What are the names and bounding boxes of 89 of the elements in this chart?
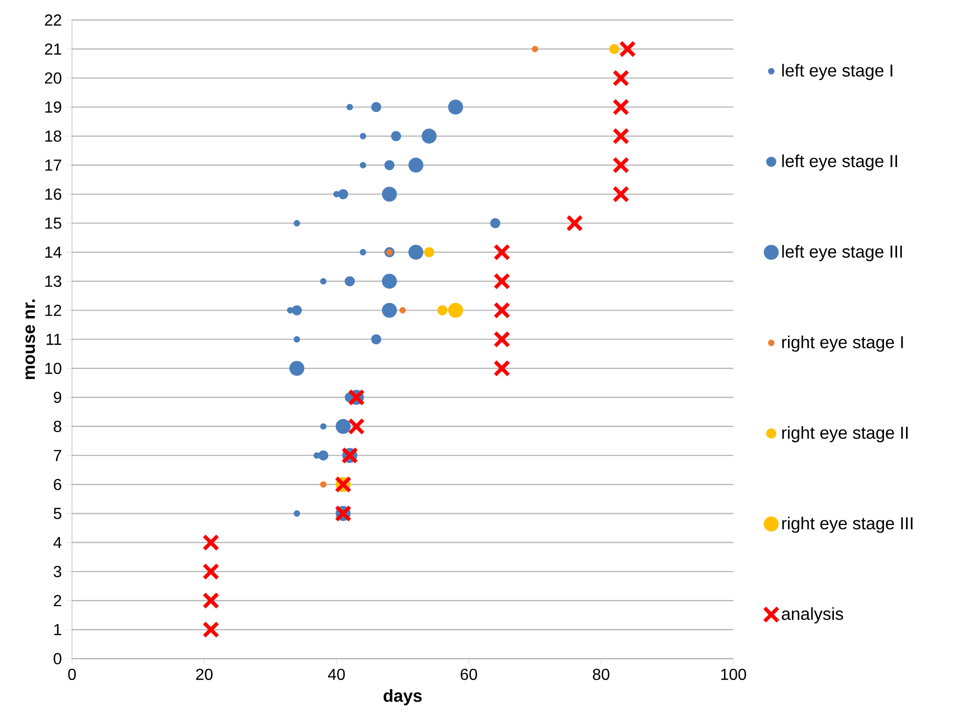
point — [202, 563, 220, 580]
y-tick-label: 10 — [45, 362, 62, 374]
y-tick-label: 22 — [44, 14, 62, 26]
y-tick-label: 21 — [44, 43, 62, 55]
point — [202, 592, 220, 610]
point — [382, 302, 397, 318]
point — [619, 40, 636, 58]
y-tick-label: 2 — [54, 595, 62, 606]
point — [320, 278, 327, 284]
point — [348, 418, 365, 435]
y-tick-label: 13 — [45, 276, 62, 287]
point — [202, 534, 220, 552]
point — [422, 128, 437, 144]
point — [344, 276, 355, 286]
point — [360, 249, 366, 256]
point — [612, 70, 630, 87]
x-axis-title: days — [384, 689, 422, 706]
y-tick-label: 8 — [54, 420, 62, 432]
y-axis-title: mouse nr. — [26, 300, 36, 380]
point — [490, 218, 500, 228]
point — [493, 330, 510, 348]
y-tick-label: 9 — [54, 392, 62, 404]
point — [448, 100, 464, 115]
point — [338, 189, 348, 200]
point — [408, 158, 424, 173]
point — [371, 102, 382, 112]
point — [399, 307, 406, 314]
y-tick-label: 4 — [53, 537, 62, 548]
point — [612, 128, 630, 145]
y-tick-label: 6 — [54, 478, 62, 490]
y-tick-label: 19 — [45, 101, 62, 113]
legend-label: right eye stage I — [782, 336, 903, 352]
y-tick-label: 0 — [54, 652, 62, 664]
point — [493, 244, 510, 261]
point — [493, 302, 510, 319]
y-tick-label: 14 — [45, 246, 62, 258]
x-tick-label: 100 — [721, 668, 746, 680]
point — [292, 305, 302, 316]
point — [360, 162, 366, 168]
point — [294, 220, 300, 226]
y-tick-label: 7 — [54, 450, 62, 461]
point — [320, 481, 327, 488]
point — [294, 510, 300, 517]
point — [424, 247, 434, 258]
point — [493, 360, 510, 377]
point — [382, 186, 397, 202]
y-tick-label: 16 — [45, 188, 62, 200]
point — [612, 186, 630, 203]
point — [294, 336, 300, 343]
point — [612, 156, 630, 174]
x-tick-label: 60 — [460, 668, 478, 680]
x-tick-label: 80 — [592, 668, 610, 680]
y-tick-label: 15 — [45, 218, 62, 229]
y-tick-label: 12 — [45, 304, 62, 316]
point — [382, 274, 397, 289]
legend-label: left eye stage III — [782, 245, 902, 262]
y-tick-label: 1 — [54, 624, 62, 636]
y-tick-label: 18 — [45, 130, 62, 142]
x-tick-label: 0 — [68, 668, 76, 680]
point — [408, 244, 424, 260]
point — [566, 214, 584, 232]
point — [360, 132, 366, 140]
legend-label: analysis — [782, 607, 844, 624]
point — [612, 98, 630, 116]
x-tick-label: 20 — [196, 668, 213, 680]
point — [437, 305, 448, 316]
point — [318, 450, 328, 461]
point — [448, 302, 464, 318]
y-tick-label: 20 — [44, 72, 62, 84]
y-tick-label: 17 — [45, 160, 62, 171]
legend-label: left eye stage I — [782, 64, 892, 80]
point — [532, 46, 538, 52]
point — [346, 104, 353, 110]
point — [336, 418, 351, 434]
legend-label: left eye stage II — [782, 154, 898, 171]
point — [371, 334, 382, 344]
point — [609, 44, 620, 54]
point — [289, 360, 304, 376]
y-tick-label: 3 — [54, 566, 62, 578]
point — [384, 160, 395, 170]
point — [493, 272, 510, 290]
point — [202, 621, 220, 638]
x-tick-label: 40 — [328, 668, 345, 680]
legend-label: right eye stage II — [782, 426, 908, 442]
point — [320, 423, 327, 430]
y-tick-label: 5 — [54, 508, 62, 520]
point — [390, 131, 402, 142]
legend-label: right eye stage III — [782, 516, 912, 533]
y-tick-label: 11 — [46, 334, 62, 345]
